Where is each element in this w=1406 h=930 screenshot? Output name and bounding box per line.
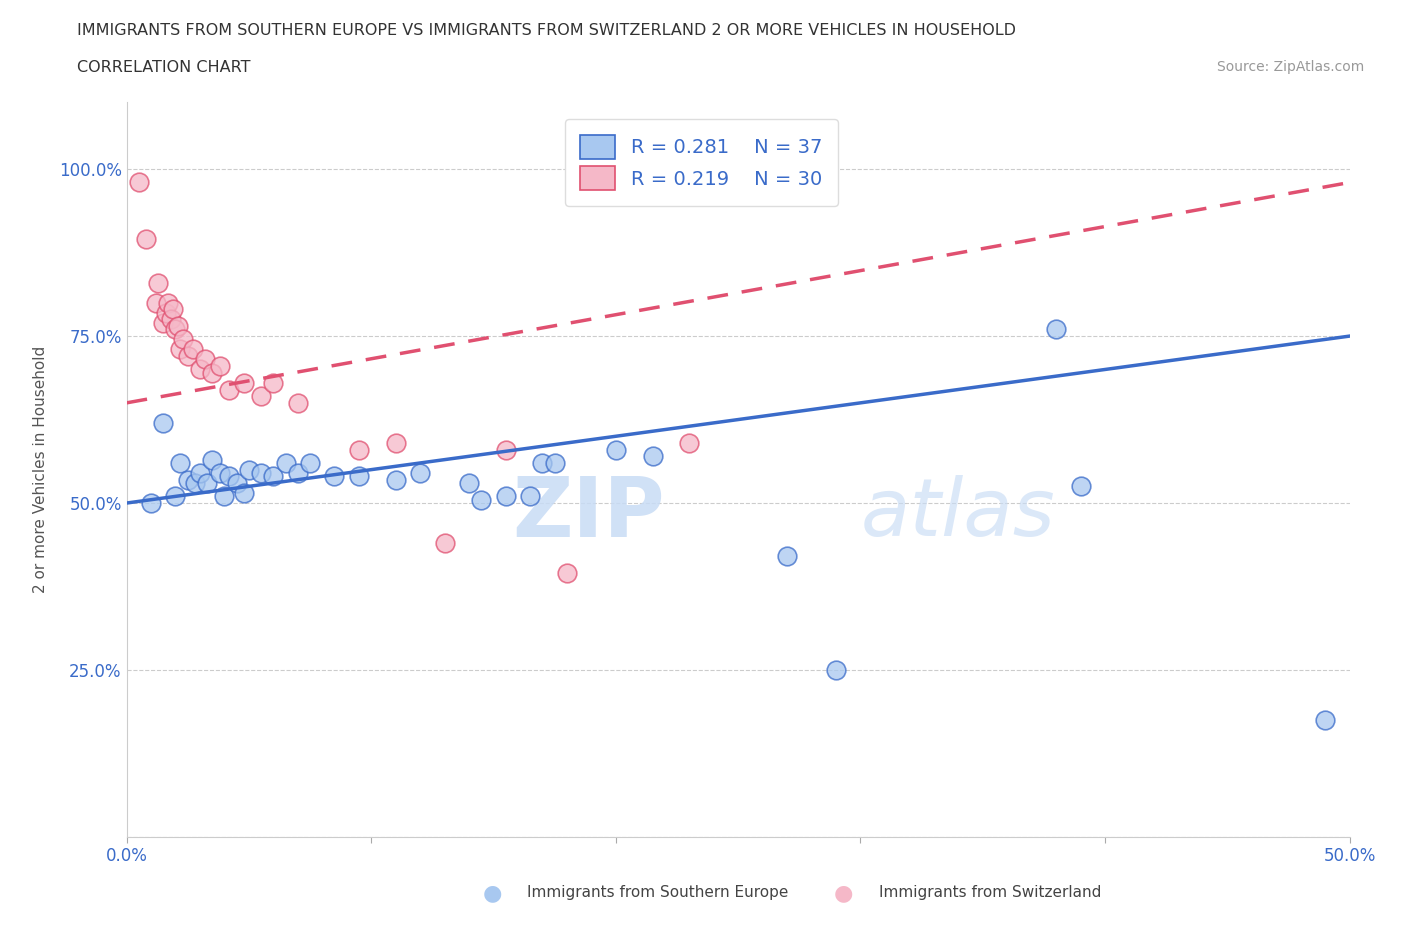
Point xyxy=(208,466,231,481)
Point xyxy=(250,389,273,404)
Text: atlas: atlas xyxy=(860,474,1056,552)
Point xyxy=(287,395,309,410)
Point xyxy=(218,469,240,484)
Point xyxy=(531,456,554,471)
Point xyxy=(250,466,273,481)
Point xyxy=(347,442,370,457)
Point xyxy=(157,295,180,310)
Point xyxy=(262,469,284,484)
Point xyxy=(323,469,346,484)
Point xyxy=(678,435,700,450)
Y-axis label: 2 or more Vehicles in Household: 2 or more Vehicles in Household xyxy=(32,346,48,593)
Point xyxy=(641,449,664,464)
Point xyxy=(169,456,191,471)
Point xyxy=(201,452,224,467)
Text: Source: ZipAtlas.com: Source: ZipAtlas.com xyxy=(1216,60,1364,74)
Point xyxy=(188,362,211,377)
Point xyxy=(184,475,207,490)
Legend: R = 0.281    N = 37, R = 0.219    N = 30: R = 0.281 N = 37, R = 0.219 N = 30 xyxy=(565,119,838,206)
Point xyxy=(384,435,406,450)
Point xyxy=(238,462,260,477)
Point xyxy=(152,315,174,330)
Text: ZIP: ZIP xyxy=(512,473,665,554)
Point xyxy=(181,342,204,357)
Point xyxy=(177,472,200,487)
Point xyxy=(162,302,184,317)
Point xyxy=(409,466,432,481)
Point xyxy=(543,456,565,471)
Point xyxy=(218,382,240,397)
Point xyxy=(776,549,799,564)
Text: CORRELATION CHART: CORRELATION CHART xyxy=(77,60,250,75)
Point xyxy=(233,376,256,391)
Point xyxy=(208,359,231,374)
Point xyxy=(194,352,217,367)
Point xyxy=(214,489,236,504)
Point xyxy=(1045,322,1067,337)
Point xyxy=(299,456,322,471)
Point xyxy=(139,496,162,511)
Point xyxy=(287,466,309,481)
Point xyxy=(165,322,187,337)
Point xyxy=(145,295,167,310)
Point xyxy=(188,466,211,481)
Point xyxy=(605,442,627,457)
Text: ●: ● xyxy=(482,883,502,903)
Point xyxy=(555,565,578,580)
Point xyxy=(135,232,157,246)
Point xyxy=(1070,479,1092,494)
Point xyxy=(177,349,200,364)
Point xyxy=(384,472,406,487)
Point xyxy=(195,475,218,490)
Point xyxy=(274,456,297,471)
Point xyxy=(148,275,170,290)
Text: Immigrants from Switzerland: Immigrants from Switzerland xyxy=(879,885,1101,900)
Point xyxy=(165,489,187,504)
Point xyxy=(433,536,456,551)
Point xyxy=(347,469,370,484)
Text: IMMIGRANTS FROM SOUTHERN EUROPE VS IMMIGRANTS FROM SWITZERLAND 2 OR MORE VEHICLE: IMMIGRANTS FROM SOUTHERN EUROPE VS IMMIG… xyxy=(77,23,1017,38)
Point xyxy=(167,319,190,334)
Point xyxy=(495,489,517,504)
Point xyxy=(225,475,247,490)
Text: Immigrants from Southern Europe: Immigrants from Southern Europe xyxy=(527,885,789,900)
Point xyxy=(495,442,517,457)
Point xyxy=(128,175,150,190)
Text: ●: ● xyxy=(834,883,853,903)
Point xyxy=(172,332,194,347)
Point xyxy=(233,485,256,500)
Point xyxy=(152,416,174,431)
Point xyxy=(825,662,848,677)
Point xyxy=(155,305,177,320)
Point xyxy=(262,376,284,391)
Point xyxy=(169,342,191,357)
Point xyxy=(519,489,541,504)
Point xyxy=(159,312,181,326)
Point xyxy=(470,492,492,507)
Point xyxy=(201,365,224,380)
Point xyxy=(458,475,481,490)
Point xyxy=(1315,712,1337,727)
